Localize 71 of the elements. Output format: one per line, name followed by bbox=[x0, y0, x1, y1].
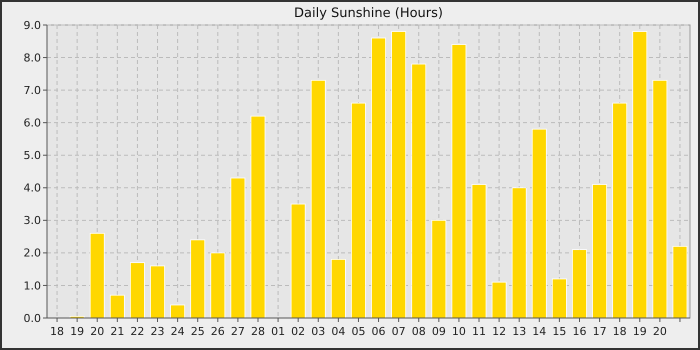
x-tick-label: 26 bbox=[210, 325, 225, 338]
x-tick-label: 25 bbox=[190, 325, 205, 338]
x-tick-label: 20 bbox=[90, 325, 104, 338]
x-tick-label: 05 bbox=[351, 325, 366, 338]
bar bbox=[572, 249, 587, 318]
x-tick-label: 11 bbox=[472, 325, 486, 338]
bar bbox=[592, 184, 608, 318]
x-tick-label: 18 bbox=[50, 325, 64, 338]
x-tick-label: 21 bbox=[110, 325, 124, 338]
x-tick-label: 22 bbox=[130, 325, 144, 338]
x-tick-label: 18 bbox=[612, 325, 627, 338]
y-tick-label: 6.0 bbox=[24, 116, 41, 130]
bar bbox=[532, 128, 547, 318]
bar bbox=[190, 239, 206, 318]
x-tick-label: 15 bbox=[552, 325, 566, 338]
x-tick-label: 03 bbox=[311, 325, 326, 338]
bar bbox=[250, 116, 266, 318]
x-tick-label: 16 bbox=[572, 325, 586, 338]
bar bbox=[230, 178, 246, 318]
x-tick-label: 20 bbox=[652, 325, 667, 338]
x-tick-label: 08 bbox=[412, 325, 426, 338]
x-tick-label: 28 bbox=[250, 325, 265, 338]
x-tick-label: 06 bbox=[372, 325, 386, 338]
x-tick-label: 10 bbox=[452, 325, 466, 338]
bar bbox=[411, 64, 426, 318]
y-tick-label: 3.0 bbox=[24, 214, 41, 228]
bar bbox=[451, 44, 466, 318]
bar bbox=[90, 232, 105, 318]
x-tick-label: 14 bbox=[532, 325, 546, 338]
y-tick-label: 4.0 bbox=[24, 182, 41, 195]
y-tick-label: 7.0 bbox=[24, 84, 41, 97]
y-tick-label: 8.0 bbox=[24, 51, 41, 64]
x-tick-label: 17 bbox=[592, 325, 607, 338]
bar bbox=[330, 259, 346, 318]
bar bbox=[371, 38, 386, 318]
bar bbox=[652, 80, 668, 318]
bar bbox=[110, 294, 125, 318]
bar bbox=[310, 80, 326, 318]
x-tick-label: 04 bbox=[331, 325, 346, 338]
x-tick-label: 24 bbox=[170, 325, 185, 338]
x-tick-label: 07 bbox=[392, 325, 406, 338]
x-tick-label: 02 bbox=[291, 325, 306, 338]
y-tick-label: 9.0 bbox=[24, 18, 41, 32]
x-tick-label: 12 bbox=[492, 325, 506, 338]
y-tick-label: 1.0 bbox=[24, 279, 41, 292]
bar bbox=[391, 31, 406, 318]
x-tick-label: 09 bbox=[432, 325, 446, 338]
bar bbox=[632, 31, 648, 318]
x-tick-label: 19 bbox=[70, 325, 84, 338]
bar bbox=[170, 304, 186, 318]
bar bbox=[290, 204, 306, 318]
y-tick-label: 2.0 bbox=[24, 246, 41, 260]
x-tick-label: 19 bbox=[632, 325, 647, 338]
bar bbox=[672, 246, 688, 318]
x-tick-label: 27 bbox=[230, 325, 245, 338]
x-tick-label: 13 bbox=[512, 325, 526, 338]
bar bbox=[612, 102, 628, 318]
bar bbox=[130, 262, 145, 318]
bar bbox=[552, 278, 567, 318]
bar bbox=[431, 220, 446, 318]
bar bbox=[512, 187, 527, 318]
bar bbox=[472, 184, 486, 318]
bar bbox=[210, 252, 226, 318]
bar bbox=[492, 282, 507, 318]
y-tick-label: 5.0 bbox=[24, 149, 41, 162]
bar bbox=[351, 102, 366, 318]
bar bbox=[150, 266, 165, 318]
chart-title: Daily Sunshine (Hours) bbox=[294, 6, 443, 21]
y-tick-label: 0.0 bbox=[24, 312, 41, 325]
x-tick-label: 23 bbox=[150, 325, 165, 338]
x-tick-label: 01 bbox=[271, 325, 286, 338]
